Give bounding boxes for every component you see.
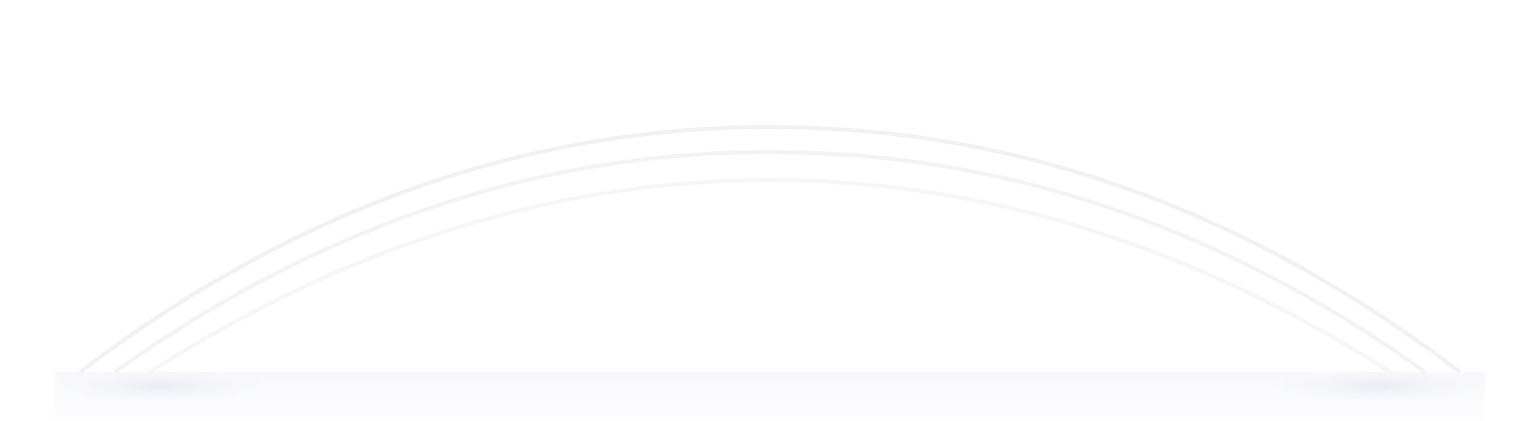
base-band [55,372,1485,421]
right-shadow [1270,368,1490,404]
outer-arch [78,124,1462,374]
left-shadow [50,368,270,404]
middle-arch [113,149,1427,374]
inner-arch [148,177,1392,374]
